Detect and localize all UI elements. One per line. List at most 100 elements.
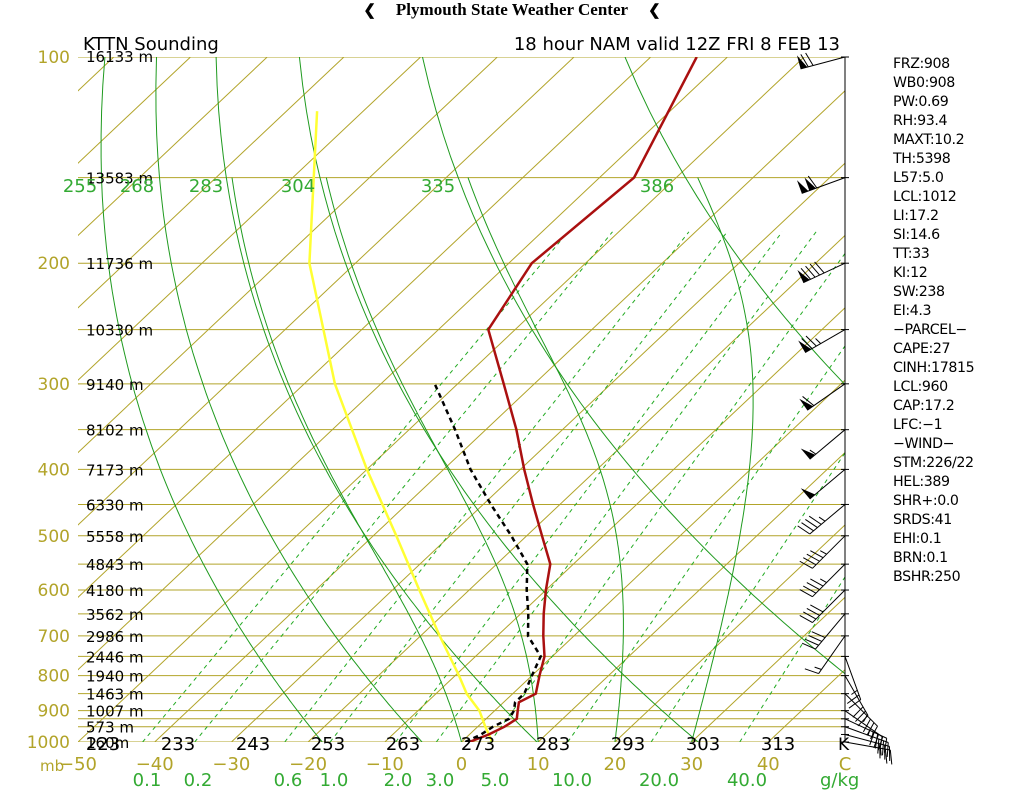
wind-barb-half-flag xyxy=(862,715,868,723)
isotherm-line xyxy=(154,90,845,742)
height-label: 13583 m xyxy=(86,170,153,188)
wind-barb xyxy=(844,656,862,709)
wind-barb-flag xyxy=(802,396,815,407)
temperature-tick-label: −20 xyxy=(289,754,327,775)
index-line: TH:5398 xyxy=(893,151,951,167)
wind-barb-pennant xyxy=(798,340,812,353)
index-line: LCL:960 xyxy=(893,379,948,395)
dewpoint-profile-line xyxy=(433,383,543,742)
mixing-ratio-line xyxy=(435,231,817,742)
wind-barb-flag xyxy=(808,635,823,642)
wind-barb-flag xyxy=(814,261,825,274)
wind-barb-flag xyxy=(805,335,817,347)
dry-adiabat-line xyxy=(215,57,538,742)
wind-barbs xyxy=(796,52,893,765)
wind-barb-staff xyxy=(844,710,883,738)
wind-barb-staff xyxy=(809,469,846,500)
index-line: PW:0.69 xyxy=(893,94,949,110)
index-line: FRZ:908 xyxy=(893,56,950,72)
kelvin-tick-label: 303 xyxy=(686,734,720,755)
isotherm-line xyxy=(78,57,728,671)
wind-barb-half-flag xyxy=(879,748,882,756)
isotherm-line xyxy=(78,57,575,526)
pressure-tick-label: 600 xyxy=(38,581,70,601)
index-line: LFC:−1 xyxy=(893,417,943,433)
wind-barb-staff xyxy=(812,535,846,569)
wind-barb-flag xyxy=(874,733,879,749)
wind-barb-flag xyxy=(811,631,826,639)
index-line: SW:238 xyxy=(893,284,945,300)
height-label: 2446 m xyxy=(86,648,144,666)
height-label: 573 m xyxy=(86,719,134,737)
wind-barb-pennant xyxy=(796,55,808,69)
wind-barb-flag xyxy=(806,607,820,616)
index-line: SI:14.6 xyxy=(893,227,940,243)
wind-barb-flag xyxy=(808,515,822,525)
height-label: 16133 m xyxy=(86,48,153,66)
wind-barb-flag xyxy=(807,175,818,189)
mixing-ratio-tick-label: 20.0 xyxy=(639,770,679,791)
index-line: MAXT:10.2 xyxy=(893,132,965,148)
temperature-tick-label: 0 xyxy=(456,754,467,775)
index-line: WB0:908 xyxy=(893,75,955,91)
wind-barb xyxy=(800,429,846,460)
station-label: KTTN Sounding xyxy=(83,34,219,55)
mixing-ratio-line xyxy=(194,231,613,742)
index-line: CINH:17815 xyxy=(893,360,975,376)
pressure-tick-label: 100 xyxy=(38,48,70,68)
wind-barb xyxy=(796,175,846,194)
mixing-ratio-tick-label: 40.0 xyxy=(727,770,767,791)
index-line: KI:12 xyxy=(893,265,928,281)
model-run-label: 18 hour NAM valid 12Z FRI 8 FEB 13 xyxy=(514,34,840,55)
temperature-tick-label: −50 xyxy=(59,754,97,775)
kelvin-tick-label: 273 xyxy=(461,734,495,755)
mixing-ratio-tick-label: 0.1 xyxy=(133,770,162,791)
temperature-tick-label: −40 xyxy=(136,754,174,775)
kelvin-tick-label: 293 xyxy=(611,734,645,755)
wind-barb-flag xyxy=(884,749,888,764)
wind-barb xyxy=(800,469,846,500)
mixing-ratio-tick-label: 1.0 xyxy=(320,770,349,791)
moist-adiabat-line xyxy=(231,177,462,742)
wind-barb-pennant xyxy=(800,448,816,460)
pressure-tick-label: 700 xyxy=(38,627,70,647)
wind-barb xyxy=(799,563,846,598)
wind-barb-staff xyxy=(844,741,891,751)
wind-barb-half-flag xyxy=(820,550,827,555)
height-label: 1940 m xyxy=(86,668,144,686)
index-line: RH:93.4 xyxy=(893,113,948,129)
wind-barb xyxy=(801,613,846,650)
index-line: CAPE:27 xyxy=(893,341,951,357)
kelvin-tick-label: 233 xyxy=(161,734,195,755)
wind-barb-flag xyxy=(810,550,824,559)
height-label: 10330 m xyxy=(86,322,153,340)
wind-barb-half-flag xyxy=(818,516,826,522)
wind-barb-flag xyxy=(806,553,820,562)
wind-barb xyxy=(796,52,846,70)
wind-barb-half-flag xyxy=(809,449,817,455)
moist-adiabat-line xyxy=(325,177,539,742)
temperature-tick-label: 20 xyxy=(603,754,626,775)
dry-adiabat-line xyxy=(100,57,323,742)
pressure-tick-label: 500 xyxy=(38,527,70,547)
mixing-ratio-line xyxy=(284,231,690,742)
index-line: EHI:0.1 xyxy=(893,531,942,547)
pressure-tick-label: 800 xyxy=(38,667,70,687)
dry-adiabat-line xyxy=(624,57,845,386)
index-line: SRDS:41 xyxy=(893,512,952,528)
wind-barb xyxy=(799,535,846,569)
index-line: −PARCEL− xyxy=(893,322,967,338)
dry-adiabat-line xyxy=(422,57,845,675)
kelvin-tick-label: 313 xyxy=(761,734,795,755)
index-line: CAP:17.2 xyxy=(893,398,955,414)
wind-barb-staff xyxy=(844,656,862,700)
height-label: 6330 m xyxy=(86,496,144,514)
index-line: LI:17.2 xyxy=(893,208,939,224)
kelvin-tick-label: 243 xyxy=(236,734,270,755)
mixing-ratio-line xyxy=(489,252,845,742)
temperature-tick-label: 40 xyxy=(757,754,780,775)
wind-barb-pennant xyxy=(797,269,810,283)
wind-barb-half-flag xyxy=(814,666,822,670)
mixing-ratio-line xyxy=(395,231,783,742)
